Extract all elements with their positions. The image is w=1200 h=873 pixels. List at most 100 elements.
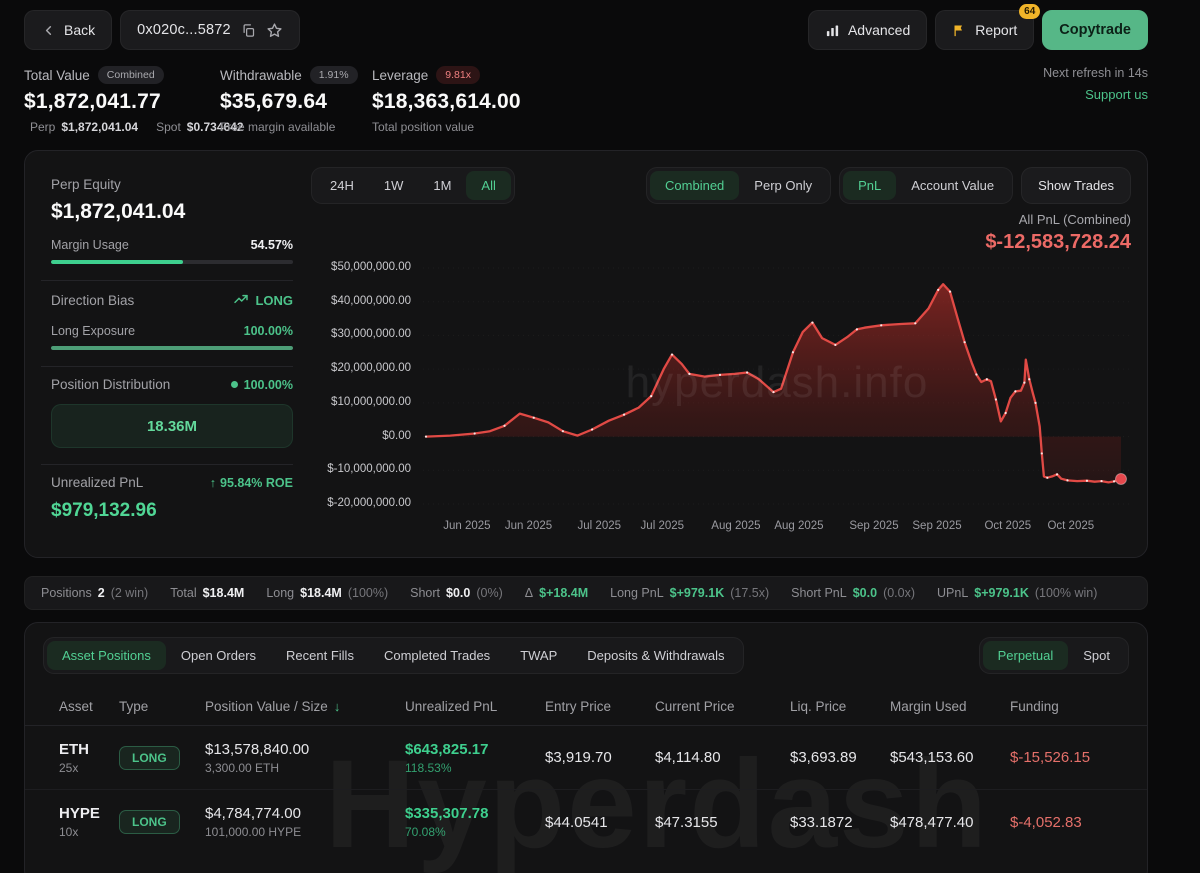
position-size: 3,300.00 ETH xyxy=(205,760,280,775)
positions-detail-card: Hyperdash Asset Positions Open Orders Re… xyxy=(24,622,1148,873)
sort-desc-icon: ↓ xyxy=(333,699,341,714)
leverage-label: Leverage xyxy=(372,67,429,83)
long-exposure-value: 100.00% xyxy=(243,324,293,338)
advanced-button[interactable]: Advanced xyxy=(807,10,928,50)
distribution-dot-icon xyxy=(230,381,238,388)
view-pnl[interactable]: PnL xyxy=(843,171,897,200)
stat-upnl: UPnL $+979.1K (100% win) xyxy=(937,586,1098,600)
star-icon[interactable] xyxy=(266,22,283,39)
perp-label: Perp xyxy=(30,120,56,134)
chart-section: 24H 1W 1M All Combined Perp Only PnL Acc… xyxy=(311,167,1131,541)
tab-recent-fills[interactable]: Recent Fills xyxy=(286,648,354,663)
mode-perp-only[interactable]: Perp Only xyxy=(754,178,813,193)
flag-icon xyxy=(952,23,967,38)
margin-usage-fill xyxy=(51,260,184,264)
margin-used: $543,153.60 xyxy=(890,749,974,766)
stat-long-pnl: Long PnL $+979.1K (17.5x) xyxy=(610,586,770,600)
row-upnl-pct: 70.08% xyxy=(405,825,446,839)
refresh-countdown: Next refresh in 14s xyxy=(1043,66,1148,80)
support-us-link[interactable]: Support us xyxy=(1085,87,1148,102)
stat-short-pnl: Short PnL $0.0 (0.0x) xyxy=(791,586,916,600)
funding: $-4,052.83 xyxy=(1010,813,1082,831)
perp-equity-value: $1,872,041.04 xyxy=(51,200,186,223)
asset-symbol: HYPE xyxy=(59,805,100,822)
total-value-label: Total Value xyxy=(24,67,90,83)
tab-completed-trades[interactable]: Completed Trades xyxy=(383,648,491,663)
tab-open-orders[interactable]: Open Orders xyxy=(180,648,257,663)
range-all[interactable]: All xyxy=(466,171,511,200)
chart-svg xyxy=(423,267,1131,505)
position-distribution-label: Position Distribution xyxy=(51,377,171,392)
tab-asset-positions[interactable]: Asset Positions xyxy=(47,641,166,670)
market-tabs: Perpetual Spot xyxy=(978,637,1129,674)
spot-value: $0.734642 xyxy=(186,120,244,134)
margin-usage-label: Margin Usage xyxy=(51,238,129,252)
copytrade-button[interactable]: Copytrade xyxy=(1042,10,1148,50)
row-upnl: $643,825.17 xyxy=(405,740,489,758)
tab-twap[interactable]: TWAP xyxy=(520,648,558,663)
bar-chart-icon xyxy=(825,23,840,38)
pnl-area-chart[interactable]: hyperdash.info xyxy=(423,262,1131,512)
view-account-value[interactable]: Account Value xyxy=(911,178,995,193)
range-24h[interactable]: 24H xyxy=(330,178,354,193)
withdrawable-pct-badge: 1.91% xyxy=(309,66,358,84)
chart-y-axis: $50,000,000.00 $40,000,000.00 $30,000,000.… xyxy=(327,261,411,509)
view-group: PnL Account Value xyxy=(839,167,1014,204)
combined-badge: Combined xyxy=(97,66,164,84)
leverage-stat: Leverage 9.81x $18,363,614.00 Total posi… xyxy=(372,66,521,134)
tab-spot[interactable]: Spot xyxy=(1083,648,1110,663)
spot-label: Spot xyxy=(156,120,181,134)
col-type[interactable]: Type xyxy=(119,699,149,714)
asset-leverage: 10x xyxy=(59,825,79,839)
distribution-total: 18.36M xyxy=(146,417,198,435)
distribution-total-box[interactable]: 18.36M xyxy=(51,404,293,448)
row-upnl: $335,307.78 xyxy=(405,805,489,822)
long-exposure-fill xyxy=(51,346,293,350)
stat-positions: Positions 2 (2 win) xyxy=(41,586,149,600)
col-entry-price[interactable]: Entry Price xyxy=(545,699,612,714)
col-current-price[interactable]: Current Price xyxy=(655,699,735,714)
table-row[interactable]: HYPE 10x LONG $4,784,774.00 101,000.00 H… xyxy=(25,790,1147,854)
range-1m[interactable]: 1M xyxy=(433,178,452,193)
long-exposure-label: Long Exposure xyxy=(51,324,136,338)
mode-combined[interactable]: Combined xyxy=(650,171,740,200)
funding: $-15,526.15 xyxy=(1010,749,1091,766)
row-upnl-pct: 118.53% xyxy=(405,760,452,775)
table-header-row: Asset Type Position Value / Size ↓ Unrea… xyxy=(25,688,1147,726)
tab-perpetual[interactable]: Perpetual xyxy=(982,641,1069,670)
show-trades-button[interactable]: Show Trades xyxy=(1021,167,1131,204)
copytrade-label: Copytrade xyxy=(1059,22,1131,38)
long-exposure-bar xyxy=(51,346,293,350)
col-unrealized-pnl[interactable]: Unrealized PnL xyxy=(405,699,498,714)
back-button[interactable]: Back xyxy=(24,10,113,50)
tab-deposits-withdrawals[interactable]: Deposits & Withdrawals xyxy=(587,648,725,663)
total-value-stat: Total Value Combined $1,872,041.77 Perp … xyxy=(24,66,244,134)
wallet-address-pill[interactable]: 0x020c...5872 xyxy=(120,10,300,50)
copy-icon[interactable] xyxy=(241,23,256,38)
col-liq-price[interactable]: Liq. Price xyxy=(790,699,847,714)
stat-delta: Δ $+18.4M xyxy=(524,586,589,600)
leverage-amount: $18,363,614.00 xyxy=(372,90,521,113)
stat-long: Long $18.4M (100%) xyxy=(266,586,389,600)
perp-equity-label: Perp Equity xyxy=(51,177,121,192)
table-row[interactable]: ETH 25x LONG $13,578,840.00 3,300.00 ETH… xyxy=(25,726,1147,790)
leverage-sub: Total position value xyxy=(372,120,475,134)
range-1w[interactable]: 1W xyxy=(383,178,404,193)
col-asset[interactable]: Asset xyxy=(59,699,93,714)
long-badge: LONG xyxy=(119,810,180,834)
leverage-badge: 9.81x xyxy=(436,66,480,84)
col-position-value[interactable]: Position Value / Size ↓ xyxy=(205,699,341,714)
trending-up-icon xyxy=(233,291,249,310)
report-button[interactable]: Report 64 xyxy=(935,4,1041,50)
direction-bias-label: Direction Bias xyxy=(51,293,135,308)
position-value: $13,578,840.00 xyxy=(205,740,310,758)
show-trades-label: Show Trades xyxy=(1038,178,1114,193)
back-label: Back xyxy=(64,22,96,38)
withdrawable-label: Withdrawable xyxy=(220,67,302,83)
col-funding[interactable]: Funding xyxy=(1010,699,1059,714)
current-price: $47.3155 xyxy=(655,813,718,831)
withdrawable-sub: Free margin available xyxy=(220,120,336,134)
col-margin-used[interactable]: Margin Used xyxy=(890,699,967,714)
current-price: $4,114.80 xyxy=(655,749,721,766)
asset-leverage: 25x xyxy=(59,760,79,775)
